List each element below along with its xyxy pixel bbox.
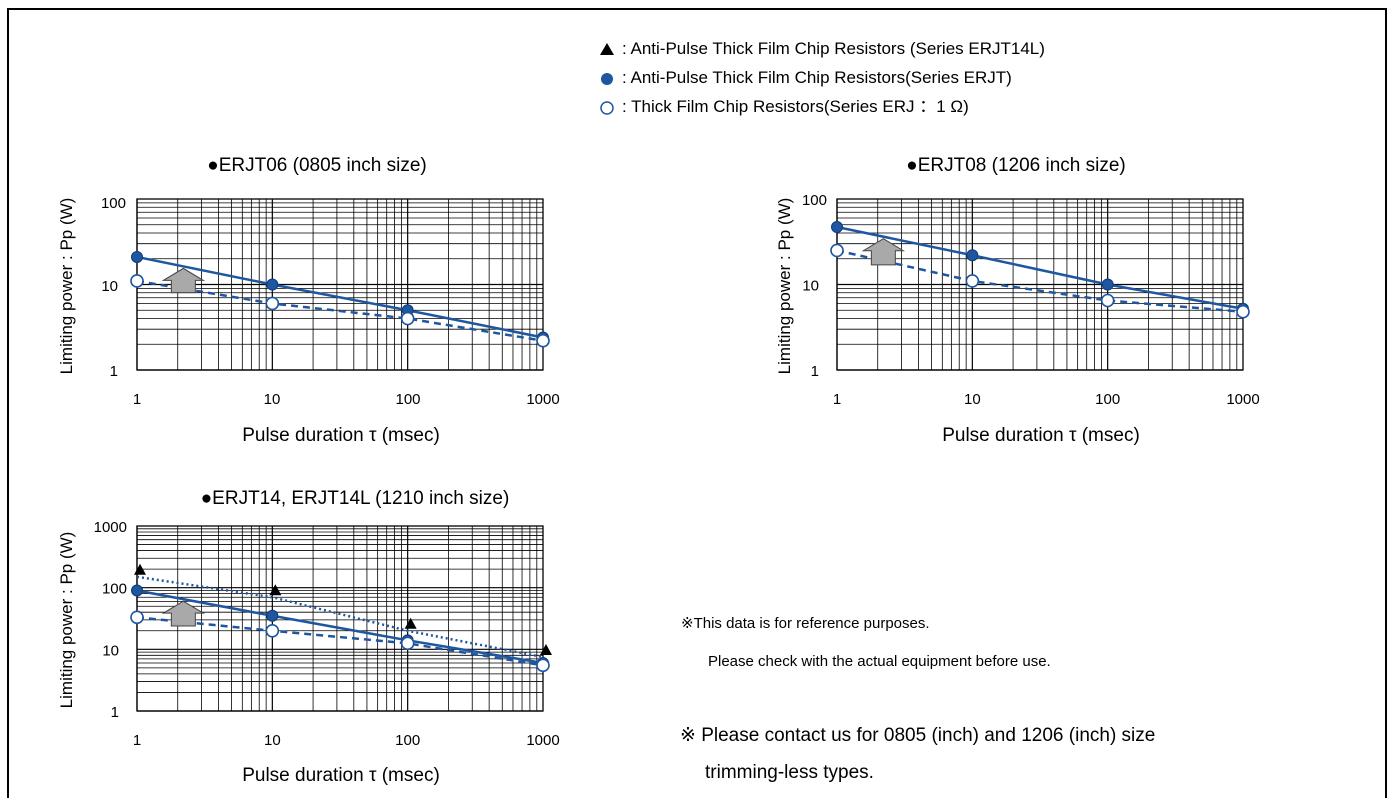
x-tick-label: 10 [264, 732, 281, 749]
series-line [836, 249, 1244, 313]
data-point-triangle [134, 563, 146, 575]
figure-frame [7, 8, 1387, 798]
data-point-filled-circle [966, 249, 979, 262]
y-tick-label: 10 [101, 278, 118, 295]
x-tick-label: 100 [395, 391, 420, 408]
contact-note-line1: ※ Please contact us for 0805 (inch) and … [680, 725, 1156, 746]
data-point-open-circle [1100, 293, 1115, 308]
chart-title: ●ERJT14, ERJT14L (1210 inch size) [201, 488, 510, 509]
y-tick-label: 1 [111, 704, 119, 721]
x-axis-label: Pulse duration τ (msec) [242, 765, 440, 786]
series-line [136, 616, 544, 667]
data-point-filled-circle [266, 278, 279, 291]
data-point-triangle [404, 617, 417, 629]
data-point-filled-circle [131, 250, 143, 263]
data-point-triangle [269, 584, 282, 596]
x-tick-label: 1 [133, 732, 141, 749]
y-tick-label: 1 [811, 363, 819, 380]
filled-circle-icon [596, 68, 618, 88]
y-tick-label: 1 [110, 363, 118, 380]
plot-area [830, 198, 1250, 371]
x-tick-label: 100 [395, 732, 420, 749]
legend-label: : Thick Film Chip Resistors(Series ERJ ：… [622, 97, 969, 116]
y-axis-label: Limiting power : Pp (W) [775, 198, 794, 375]
series-line [836, 225, 1244, 311]
data-point-filled-circle [131, 584, 143, 597]
data-point-open-circle [130, 610, 144, 625]
data-point-open-circle [400, 636, 415, 651]
x-tick-label: 100 [1095, 391, 1120, 408]
data-point-open-circle [965, 274, 980, 288]
open-circle-icon [596, 97, 618, 117]
x-tick-label: 1 [833, 391, 841, 408]
data-point-open-circle [130, 274, 144, 288]
contact-note-line2: trimming-less types. [705, 762, 874, 783]
data-point-open-circle [536, 333, 550, 348]
legend-label: : Anti-Pulse Thick Film Chip Resistors(S… [622, 68, 1012, 87]
chart-erjt06: ●ERJT06 (0805 inch size) Pulse duration … [57, 155, 560, 446]
legend-item-erjt: : Anti-Pulse Thick Film Chip Resistors(S… [596, 63, 1045, 92]
series-line [136, 589, 544, 665]
reference-note-line2: Please check with the actual equipment b… [708, 653, 1051, 670]
x-tick-label: 1000 [1226, 391, 1259, 408]
x-tick-label: 1 [133, 391, 141, 408]
y-tick-label: 100 [102, 581, 127, 598]
data-point-open-circle [536, 658, 550, 673]
reference-note-line1: ※This data is for reference purposes. [681, 615, 930, 632]
data-point-triangle [540, 644, 552, 656]
legend-item-erjt14l: : Anti-Pulse Thick Film Chip Resistors (… [596, 34, 1045, 63]
chart-erjt14: ●ERJT14, ERJT14L (1210 inch size) 1 10 100… [57, 488, 560, 786]
chart-title: ●ERJT06 (0805 inch size) [207, 155, 427, 176]
y-tick-label: 100 [802, 192, 827, 209]
x-tick-label: 10 [264, 391, 281, 408]
legend-label: : Anti-Pulse Thick Film Chip Resistors (… [622, 39, 1045, 58]
data-point-open-circle [830, 243, 844, 258]
series-line [136, 255, 544, 339]
up-arrow-icon [161, 267, 206, 294]
x-axis-label: Pulse duration τ (msec) [242, 425, 440, 446]
series-line [136, 575, 544, 659]
y-tick-label: 100 [101, 195, 126, 212]
chart-title: ●ERJT08 (1206 inch size) [906, 155, 1126, 176]
data-point-open-circle [400, 311, 415, 326]
plot-area [130, 525, 552, 712]
x-tick-label: 10 [964, 391, 981, 408]
data-point-open-circle [265, 623, 280, 638]
up-arrow-icon [161, 600, 206, 627]
chart-erjt08: ●ERJT08 (1206 inch size) 1 10 100 1000 1 10 10… [775, 155, 1260, 446]
plot-border [136, 525, 544, 712]
plot-area [130, 198, 550, 371]
y-axis-label: Limiting power : Pp (W) [57, 198, 76, 375]
data-point-open-circle [1236, 304, 1250, 319]
data-point-filled-circle [831, 221, 843, 234]
legend: : Anti-Pulse Thick Film Chip Resistors (… [596, 34, 1045, 121]
series-line [136, 279, 544, 342]
data-point-filled-circle [266, 609, 279, 622]
plot-border [836, 198, 1244, 371]
x-tick-label: 1000 [526, 391, 559, 408]
y-tick-label: 1000 [94, 519, 127, 536]
x-axis-label: Pulse duration τ (msec) [942, 425, 1140, 446]
legend-item-erj: : Thick Film Chip Resistors(Series ERJ ：… [596, 92, 1045, 121]
up-arrow-icon [861, 238, 906, 266]
x-tick-label: 1000 [526, 732, 559, 749]
data-point-filled-circle [1101, 278, 1114, 291]
data-point-open-circle [265, 296, 280, 311]
y-tick-label: 10 [102, 642, 119, 659]
y-tick-label: 10 [802, 278, 819, 295]
y-axis-label: Limiting power : Pp (W) [57, 532, 76, 709]
filled-triangle-icon [596, 39, 618, 59]
